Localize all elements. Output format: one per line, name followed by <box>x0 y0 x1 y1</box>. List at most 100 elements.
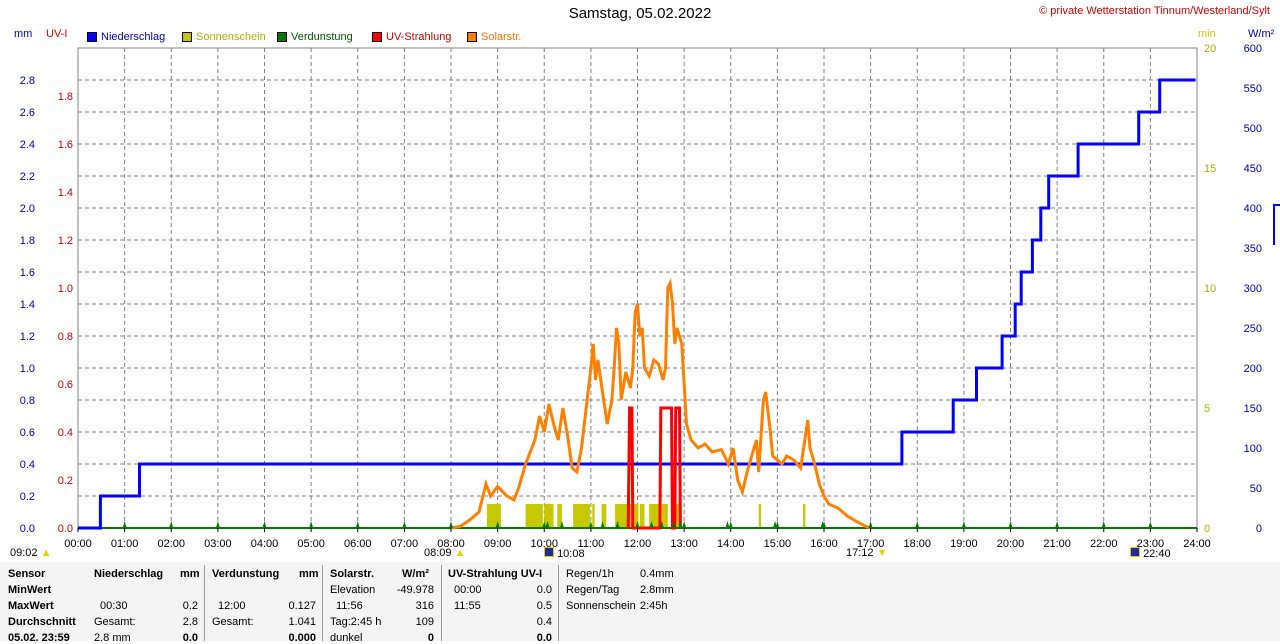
x-tick-label: 09:00 <box>484 538 512 550</box>
stats-uv-max: 0.5 <box>536 600 552 612</box>
y-tick-label-min: 10 <box>1204 283 1216 295</box>
evaporation-mark <box>773 521 778 528</box>
y-tick-label-wm2: 50 <box>1250 483 1262 495</box>
legend-item-niederschlag: Niederschlag <box>87 31 165 43</box>
y-tick-label-wm2: 400 <box>1244 203 1262 215</box>
evaporation-mark <box>725 521 730 528</box>
stats-uv-max-time: 11:55 <box>454 600 481 612</box>
event-sunrise: 08:09 ▲ <box>424 547 465 559</box>
stats-solar-day-label: Tag:2:45 h <box>330 616 382 628</box>
right-axis-unit-min: min <box>1198 28 1216 40</box>
evaporation-mark <box>682 521 687 528</box>
sunshine-bar <box>758 504 762 528</box>
solar-line <box>450 277 872 530</box>
y-tick-label-mm: 0.4 <box>20 459 35 471</box>
legend-label: UV-Strahlung <box>386 31 452 43</box>
y-tick-label-min: 0 <box>1204 523 1210 535</box>
y-tick-label-mm: 2.8 <box>20 75 35 87</box>
y-tick-label-wm2: 450 <box>1244 163 1262 175</box>
evaporation-mark <box>915 521 920 528</box>
x-tick-label: 23:00 <box>1137 538 1165 550</box>
x-tick-label: 08:00 <box>437 538 465 550</box>
stats-verdunstung-current: 0.000 <box>288 632 316 644</box>
copyright-text: © private Wetterstation Tinnum/Westerlan… <box>1039 5 1270 17</box>
stats-uv-header: UV-Strahlung UV-I <box>448 568 543 580</box>
x-tick-label: 17:00 <box>857 538 885 550</box>
column-divider <box>322 565 323 641</box>
stats-niederschlag-current-sum: 2.8 mm <box>94 632 131 644</box>
y-tick-label-wm2: 100 <box>1244 443 1262 455</box>
evaporation-mark <box>449 521 453 528</box>
stats-solar-unit: W/m² <box>402 568 429 580</box>
y-tick-label-mm: 2.4 <box>20 139 35 151</box>
stats-uv-min-time: 00:00 <box>454 584 482 596</box>
summary-value: 2:45h <box>640 600 668 612</box>
evaporation-mark <box>355 521 360 528</box>
y-tick-label-mm: 2.0 <box>20 203 35 215</box>
stats-solar-elevation-label: Elevation <box>330 584 376 596</box>
evaporation-mark <box>659 521 664 528</box>
legend-swatch <box>467 32 477 42</box>
sun-icon: ▲ <box>40 547 52 559</box>
chart-title: Samstag, 05.02.2022 <box>568 5 712 22</box>
stats-solar-max: 316 <box>415 600 434 612</box>
stats-niederschlag-unit: mm <box>180 568 200 580</box>
y-tick-label-wm2: 300 <box>1244 283 1262 295</box>
y-tick-label-mm: 1.2 <box>20 331 35 343</box>
stats-solar-max-time: 11:56 <box>336 600 363 612</box>
evaporation-mark <box>559 521 564 528</box>
legend-swatch <box>277 32 287 42</box>
x-tick-label: 15:00 <box>764 538 792 550</box>
y-tick-label-mm: 0.2 <box>20 491 35 503</box>
y-tick-label-wm2: 600 <box>1244 43 1262 55</box>
evaporation-mark <box>649 521 654 528</box>
precipitation-line <box>78 78 1196 530</box>
evaporation-mark <box>671 521 676 528</box>
y-tick-label-min: 20 <box>1204 43 1216 55</box>
x-tick-label: 20:00 <box>997 538 1025 550</box>
y-tick-label-mm: 1.6 <box>20 267 35 279</box>
y-tick-label-uvi: 0.0 <box>58 523 73 535</box>
y-tick-label-uvi: 1.8 <box>58 91 73 103</box>
stats-niederschlag-max-time: 00:30 <box>100 600 128 612</box>
event-sunset: 17:12 ▼ <box>846 547 887 559</box>
event-first-time: 09:02 ▲ <box>10 547 51 559</box>
event-uv-label: 10:08 <box>557 548 585 560</box>
evaporation-mark <box>1055 521 1060 528</box>
sunshine-bar <box>639 504 645 528</box>
summary-value: 2.8mm <box>640 584 674 596</box>
y-tick-label-uvi: 0.2 <box>58 475 73 487</box>
event-last-time: 22:40 <box>1130 547 1171 560</box>
stats-niederschlag-current: 0.0 <box>182 632 198 644</box>
evaporation-mark <box>542 521 547 528</box>
y-tick-label-wm2: 0 <box>1256 523 1262 535</box>
x-tick-label: 04:00 <box>251 538 279 550</box>
sunshine-bar <box>592 504 595 528</box>
stats-uv-current: 0.0 <box>536 632 552 644</box>
x-tick-label: 07:00 <box>391 538 419 550</box>
uv-line <box>626 406 682 530</box>
y-tick-label-wm2: 200 <box>1244 363 1262 375</box>
y-tick-label-mm: 1.8 <box>20 235 35 247</box>
event-sunrise-label: 08:09 <box>424 547 452 559</box>
evaporation-mark <box>615 521 620 528</box>
evaporation-mark <box>868 521 873 528</box>
column-divider <box>441 565 442 641</box>
y-tick-label-wm2: 250 <box>1244 323 1262 335</box>
stats-niederschlag-header: Niederschlag <box>94 568 164 580</box>
legend-label: Verdunstung <box>291 31 353 43</box>
sunshine-bar <box>544 504 554 528</box>
x-tick-label: 19:00 <box>950 538 978 550</box>
stats-verdunstung-total-label: Gesamt: <box>212 616 254 628</box>
x-tick-label: 00:00 <box>64 538 92 550</box>
stats-solar-current: 0 <box>427 632 434 644</box>
y-tick-label-wm2: 500 <box>1244 123 1262 135</box>
y-tick-label-uvi: 1.2 <box>58 235 73 247</box>
x-tick-label: 01:00 <box>111 538 139 550</box>
stats-row-label: Durchschnitt <box>8 616 76 628</box>
evaporation-mark <box>961 521 966 528</box>
column-divider <box>558 565 559 641</box>
summary-label: Regen/1h <box>566 568 614 580</box>
y-tick-label-min: 15 <box>1204 163 1216 175</box>
x-tick-label: 03:00 <box>204 538 232 550</box>
